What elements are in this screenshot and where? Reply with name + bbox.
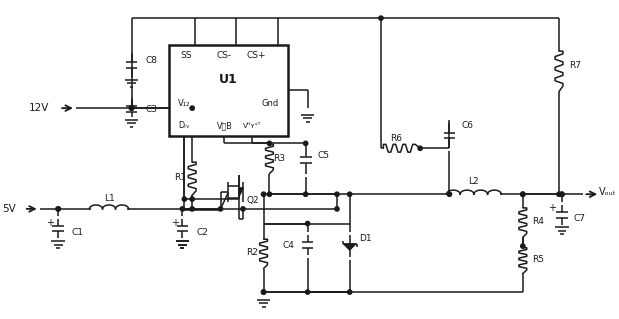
Text: V₟B: V₟B (217, 121, 232, 130)
Text: R7: R7 (569, 61, 581, 70)
Circle shape (347, 192, 352, 197)
Text: R3: R3 (273, 153, 285, 163)
Circle shape (261, 290, 266, 294)
Text: CS-: CS- (217, 51, 232, 60)
Text: C7: C7 (574, 214, 586, 223)
Circle shape (521, 244, 525, 248)
Text: 12V: 12V (29, 103, 50, 113)
Circle shape (182, 197, 186, 201)
Text: +: + (548, 203, 556, 213)
Circle shape (560, 192, 564, 197)
Text: V₁₂: V₁₂ (178, 99, 191, 108)
Circle shape (335, 207, 339, 211)
Text: C6: C6 (461, 121, 473, 130)
Circle shape (261, 192, 266, 197)
Circle shape (560, 192, 564, 197)
Text: CS+: CS+ (247, 51, 267, 60)
Text: C4: C4 (282, 241, 294, 249)
Circle shape (190, 207, 194, 211)
Text: C2: C2 (196, 228, 208, 237)
Circle shape (305, 221, 310, 226)
Text: 5V: 5V (2, 204, 16, 214)
Circle shape (347, 290, 352, 294)
Circle shape (241, 207, 245, 211)
Circle shape (219, 207, 223, 211)
Polygon shape (239, 188, 243, 196)
Circle shape (190, 106, 194, 110)
Text: C1: C1 (72, 228, 84, 237)
Bar (169, 45, 288, 136)
Circle shape (267, 192, 272, 197)
Circle shape (303, 192, 308, 197)
Circle shape (56, 207, 60, 211)
Text: U1: U1 (219, 73, 238, 86)
Text: C5: C5 (318, 151, 329, 160)
Circle shape (180, 207, 184, 211)
Text: C3: C3 (145, 105, 157, 114)
Text: D1: D1 (360, 234, 372, 243)
Circle shape (305, 290, 310, 294)
Circle shape (557, 192, 561, 197)
Text: L1: L1 (103, 194, 115, 203)
Circle shape (129, 106, 134, 110)
Circle shape (261, 290, 266, 294)
Circle shape (335, 192, 339, 197)
Text: R5: R5 (532, 255, 545, 264)
Text: R2: R2 (246, 249, 258, 257)
Text: +: + (171, 218, 178, 227)
Circle shape (521, 192, 525, 197)
Text: Vₒᵤₜ: Vₒᵤₜ (599, 187, 617, 197)
Circle shape (521, 192, 525, 197)
Polygon shape (344, 244, 355, 250)
Text: Dᵣᵥ: Dᵣᵥ (178, 121, 190, 130)
Circle shape (56, 207, 60, 211)
Text: R6: R6 (389, 134, 402, 143)
Text: Q2: Q2 (247, 196, 259, 204)
Text: Gnd: Gnd (262, 99, 279, 108)
Text: Vᴴʏˢᵀ: Vᴴʏˢᵀ (243, 123, 261, 129)
Text: L2: L2 (469, 177, 479, 186)
Text: SS: SS (181, 51, 192, 60)
Text: +: + (46, 218, 54, 227)
Circle shape (129, 106, 134, 110)
Circle shape (267, 141, 272, 145)
Text: R1: R1 (175, 173, 186, 182)
Circle shape (303, 141, 308, 145)
Circle shape (190, 197, 194, 201)
Circle shape (448, 192, 452, 197)
Text: C8: C8 (145, 56, 157, 65)
Circle shape (379, 16, 383, 20)
Text: R4: R4 (532, 217, 545, 226)
Circle shape (418, 146, 422, 150)
